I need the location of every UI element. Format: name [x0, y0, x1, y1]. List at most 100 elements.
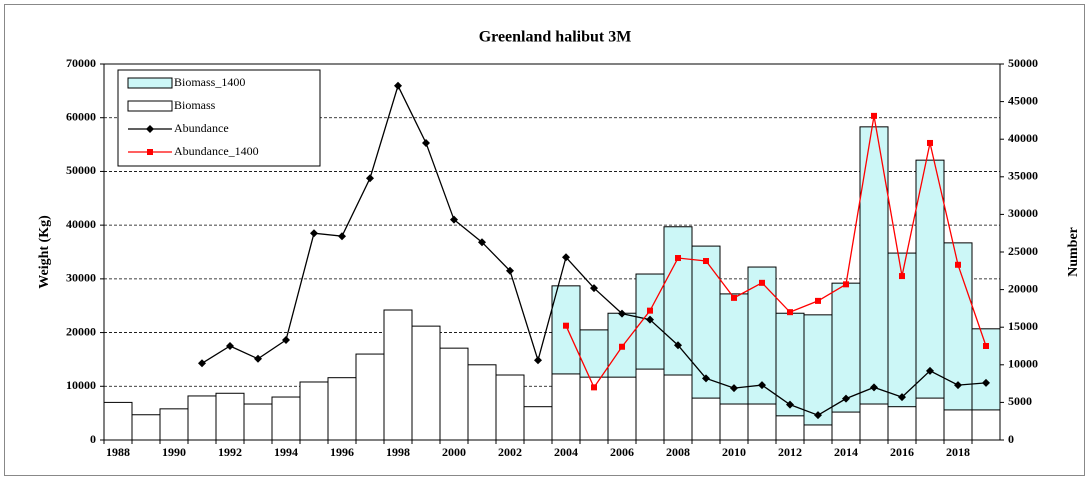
- marker: [590, 284, 598, 293]
- y2-tick-label: 50000: [1008, 56, 1038, 70]
- bar: [355, 353, 385, 441]
- bar: [663, 374, 693, 441]
- marker: [982, 378, 990, 387]
- marker: [815, 297, 821, 304]
- y2-tick-label: 10000: [1008, 357, 1038, 371]
- marker: [843, 281, 849, 288]
- marker: [450, 215, 458, 224]
- x-tick-label: 2016: [890, 445, 914, 459]
- x-tick-label: 2008: [666, 445, 690, 459]
- x-tick-label: 1988: [106, 445, 130, 459]
- y2-tick-label: 45000: [1008, 93, 1038, 107]
- y-tick-label: 0: [90, 432, 96, 446]
- legend-label: Abundance: [174, 121, 229, 135]
- y-tick-label: 70000: [66, 56, 96, 70]
- marker: [282, 335, 290, 344]
- bar: [719, 403, 749, 441]
- marker: [871, 112, 877, 119]
- marker: [731, 294, 737, 301]
- marker: [842, 394, 850, 403]
- marker: [226, 342, 234, 350]
- x-tick-label: 2018: [946, 445, 970, 459]
- marker: [759, 279, 765, 286]
- marker: [899, 273, 905, 280]
- y2-tick-label: 15000: [1008, 319, 1038, 333]
- marker: [394, 81, 402, 90]
- marker: [147, 149, 153, 155]
- x-tick-label: 1992: [218, 445, 242, 459]
- marker: [703, 258, 709, 265]
- bar: [495, 374, 525, 441]
- bar: [299, 381, 329, 441]
- marker: [534, 356, 542, 365]
- bar: [467, 364, 497, 441]
- bar: [943, 409, 973, 441]
- marker: [675, 255, 681, 262]
- bar: [887, 406, 917, 441]
- marker: [955, 261, 961, 268]
- y-tick-label: 30000: [66, 271, 96, 285]
- bar: [411, 325, 441, 441]
- marker: [646, 315, 654, 324]
- marker: [814, 411, 822, 420]
- bar: [271, 396, 301, 441]
- marker: [870, 383, 878, 392]
- legend-label: Biomass: [174, 98, 216, 112]
- marker: [146, 125, 154, 133]
- marker: [338, 232, 346, 241]
- marker: [254, 354, 262, 363]
- marker: [786, 400, 794, 409]
- y2-tick-label: 20000: [1008, 281, 1038, 295]
- marker: [954, 381, 962, 390]
- bar: [691, 397, 721, 441]
- bar: [187, 395, 217, 441]
- y2-tick-label: 0: [1008, 432, 1014, 446]
- y2-axis-label: Number: [1066, 227, 1081, 277]
- bar: [635, 368, 665, 441]
- marker: [674, 341, 682, 350]
- marker: [198, 359, 206, 368]
- bar: [915, 159, 945, 441]
- marker: [647, 307, 653, 314]
- plot-frame: [103, 63, 1001, 441]
- y2-tick-label: 35000: [1008, 169, 1038, 183]
- bar: [523, 406, 553, 441]
- marker: [478, 238, 486, 247]
- marker: [702, 374, 710, 383]
- x-tick-label: 1996: [330, 445, 354, 459]
- bar: [243, 403, 273, 441]
- bar: [439, 347, 469, 441]
- marker: [618, 309, 626, 318]
- chart-title: Greenland halibut 3M: [479, 29, 632, 46]
- marker: [898, 393, 906, 402]
- bar: [383, 309, 413, 441]
- marker: [927, 139, 933, 146]
- marker: [983, 343, 989, 349]
- marker: [422, 138, 430, 147]
- y2-tick-label: 30000: [1008, 206, 1038, 220]
- bar: [159, 408, 189, 441]
- marker: [366, 174, 374, 183]
- x-tick-label: 1990: [162, 445, 186, 459]
- marker: [787, 309, 793, 316]
- x-tick-label: 2014: [834, 445, 858, 459]
- legend-swatch: [127, 100, 173, 112]
- legend-swatch: [127, 77, 173, 89]
- bar: [215, 392, 245, 441]
- marker: [506, 266, 514, 275]
- y-tick-label: 50000: [66, 163, 96, 177]
- bar: [803, 424, 833, 441]
- marker: [591, 384, 597, 391]
- bar: [103, 401, 133, 441]
- y-tick-label: 20000: [66, 324, 96, 338]
- legend-label: Biomass_1400: [174, 75, 245, 89]
- marker: [563, 322, 569, 329]
- bar: [327, 377, 357, 441]
- bar: [551, 373, 581, 441]
- y2-tick-label: 25000: [1008, 244, 1038, 258]
- x-tick-label: 2006: [610, 445, 634, 459]
- bar: [943, 242, 973, 441]
- x-tick-label: 2004: [554, 445, 578, 459]
- y-tick-label: 10000: [66, 378, 96, 392]
